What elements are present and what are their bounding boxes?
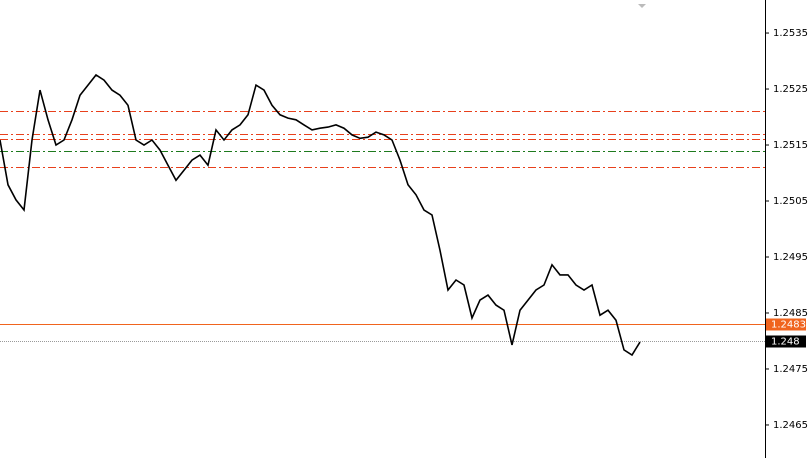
y-tick-label: 1.2515: [773, 140, 808, 151]
y-tick-label: 1.2485: [773, 308, 808, 319]
shift-marker: [638, 4, 646, 8]
price-tag: [766, 335, 806, 348]
price-tag-label: 1.2483: [771, 320, 806, 331]
price-tag-label: 1.248: [771, 337, 800, 348]
y-tick-label: 1.2505: [773, 196, 808, 207]
price-line: [0, 73, 641, 357]
y-tick-label: 1.2475: [773, 364, 808, 375]
y-tick-label: 1.2495: [773, 252, 808, 263]
price-tag: [766, 318, 806, 331]
y-tick-label: 1.2465: [773, 420, 808, 431]
y-tick-label: 1.2525: [773, 84, 808, 95]
y-tick-label: 1.2535: [773, 28, 808, 39]
